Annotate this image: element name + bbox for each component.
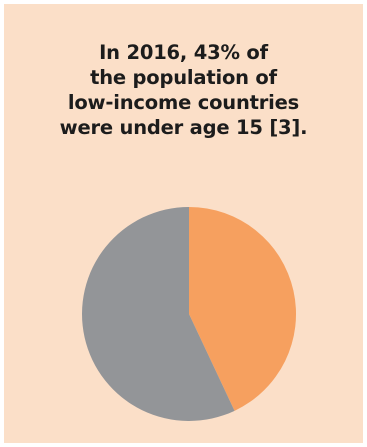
title-line-1: In 2016, 43% of bbox=[99, 41, 268, 64]
title-line-4: were under age 15 [3]. bbox=[59, 116, 308, 139]
title-line-2: the population of bbox=[90, 66, 277, 89]
pie-slice-1 bbox=[189, 207, 297, 411]
title-line-3: low-income countries bbox=[67, 91, 300, 114]
chart-title: In 2016, 43% of the population of low-in… bbox=[4, 40, 363, 140]
pie-chart bbox=[82, 207, 297, 421]
pie-slice-2 bbox=[82, 207, 235, 421]
infographic-card: In 2016, 43% of the population of low-in… bbox=[4, 4, 363, 443]
